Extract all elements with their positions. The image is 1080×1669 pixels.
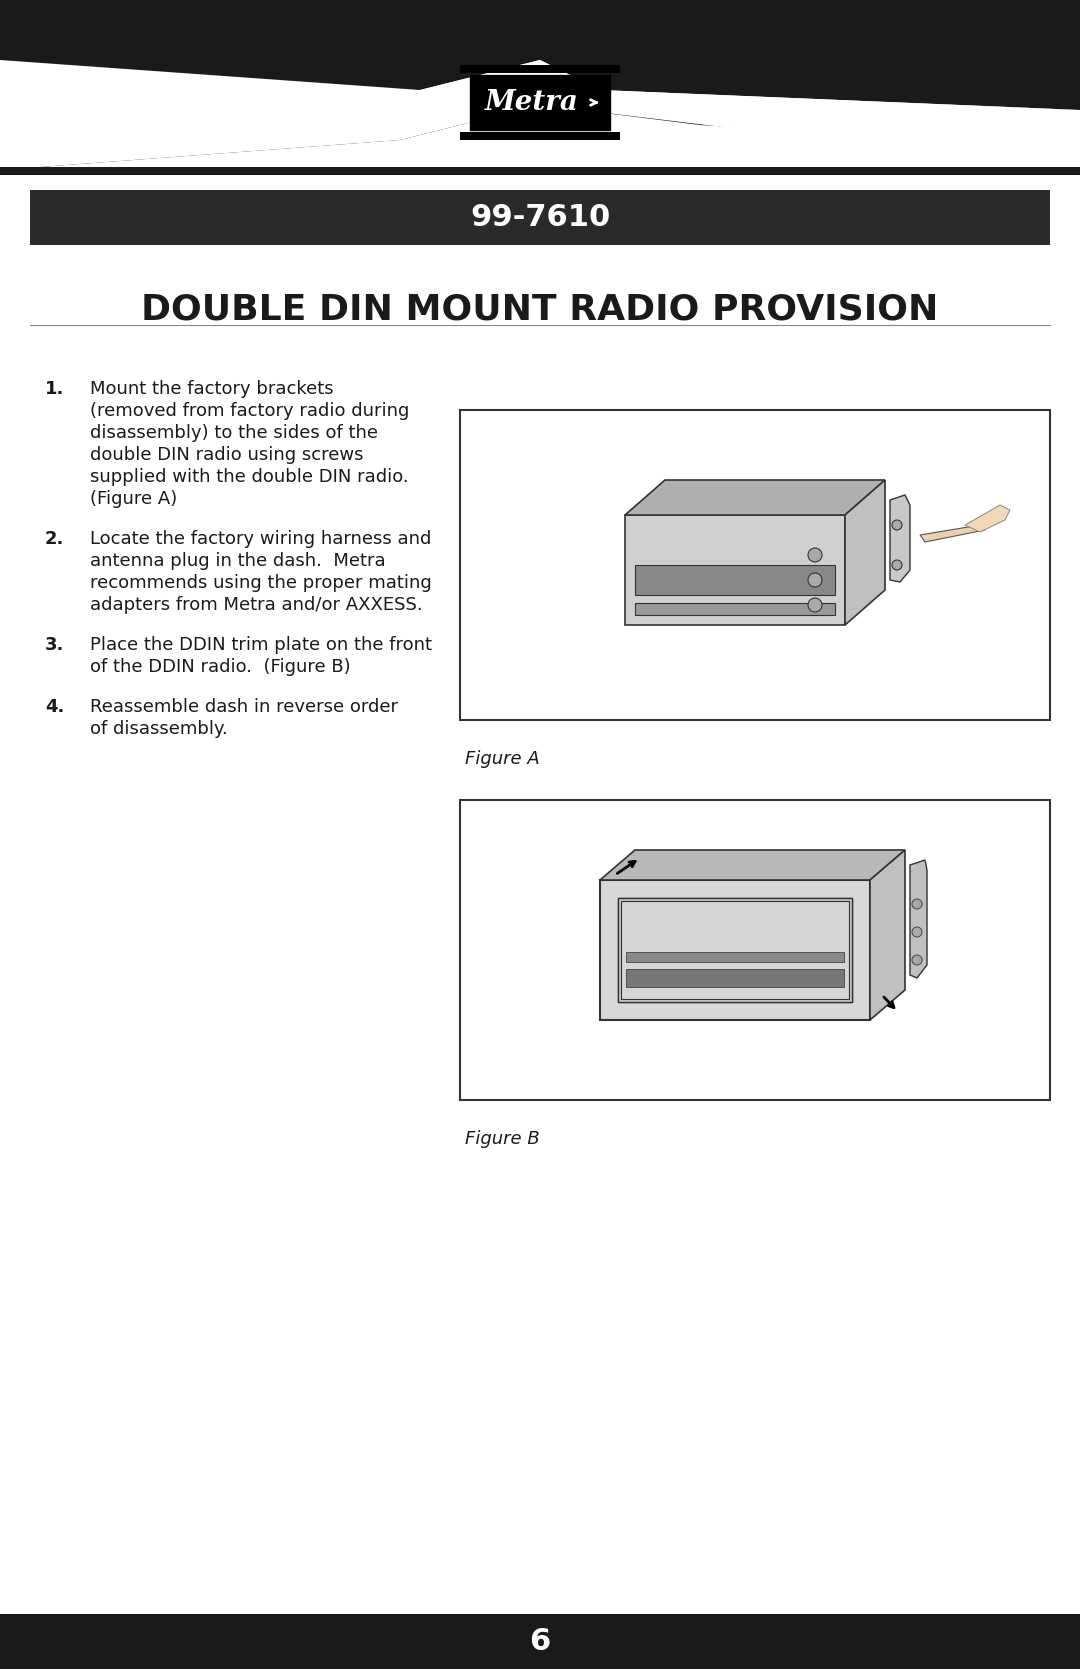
Polygon shape [540, 60, 1080, 110]
Circle shape [892, 561, 902, 571]
Polygon shape [625, 516, 845, 624]
Polygon shape [890, 496, 910, 582]
Polygon shape [870, 850, 905, 1020]
Text: double DIN radio using screws: double DIN radio using screws [90, 446, 364, 464]
Circle shape [892, 521, 902, 531]
Text: Mount the factory brackets: Mount the factory brackets [90, 381, 334, 397]
Polygon shape [618, 898, 852, 1001]
FancyBboxPatch shape [0, 167, 1080, 175]
Text: (removed from factory radio during: (removed from factory radio during [90, 402, 409, 421]
Circle shape [808, 547, 822, 562]
Polygon shape [0, 90, 1080, 170]
Polygon shape [920, 526, 985, 542]
FancyBboxPatch shape [626, 970, 843, 986]
Polygon shape [600, 850, 905, 880]
Text: 99-7610: 99-7610 [470, 204, 610, 232]
Text: DOUBLE DIN MOUNT RADIO PROVISION: DOUBLE DIN MOUNT RADIO PROVISION [141, 294, 939, 327]
Text: adapters from Metra and/or AXXESS.: adapters from Metra and/or AXXESS. [90, 596, 422, 614]
Circle shape [808, 598, 822, 613]
Circle shape [808, 572, 822, 587]
Text: Figure A: Figure A [465, 749, 540, 768]
FancyBboxPatch shape [0, 0, 1080, 60]
Polygon shape [910, 860, 927, 978]
Polygon shape [625, 481, 885, 516]
FancyBboxPatch shape [635, 603, 835, 614]
Polygon shape [966, 506, 1010, 532]
Text: 1.: 1. [45, 381, 65, 397]
FancyBboxPatch shape [460, 132, 620, 140]
Polygon shape [845, 481, 885, 624]
Text: Figure B: Figure B [465, 1130, 540, 1148]
Polygon shape [618, 898, 852, 1001]
FancyBboxPatch shape [460, 65, 620, 73]
Text: recommends using the proper mating: recommends using the proper mating [90, 574, 432, 592]
Text: Metra: Metra [485, 88, 579, 117]
Text: disassembly) to the sides of the: disassembly) to the sides of the [90, 424, 378, 442]
Circle shape [912, 955, 922, 965]
Text: supplied with the double DIN radio.: supplied with the double DIN radio. [90, 467, 408, 486]
Polygon shape [600, 880, 870, 1020]
FancyBboxPatch shape [470, 75, 610, 130]
Text: 2.: 2. [45, 531, 65, 547]
FancyBboxPatch shape [30, 190, 1050, 245]
Circle shape [912, 900, 922, 910]
FancyBboxPatch shape [460, 799, 1050, 1100]
Text: 4.: 4. [45, 698, 65, 716]
FancyBboxPatch shape [0, 1614, 1080, 1669]
Text: 6: 6 [529, 1627, 551, 1656]
Text: Place the DDIN trim plate on the front: Place the DDIN trim plate on the front [90, 636, 432, 654]
Text: antenna plug in the dash.  Metra: antenna plug in the dash. Metra [90, 552, 386, 571]
FancyBboxPatch shape [635, 566, 835, 596]
Circle shape [912, 926, 922, 936]
Text: (Figure A): (Figure A) [90, 491, 177, 507]
Text: Locate the factory wiring harness and: Locate the factory wiring harness and [90, 531, 431, 547]
FancyBboxPatch shape [626, 951, 843, 961]
Text: Reassemble dash in reverse order: Reassemble dash in reverse order [90, 698, 399, 716]
FancyBboxPatch shape [460, 411, 1050, 719]
Polygon shape [0, 60, 1080, 170]
Text: 3.: 3. [45, 636, 65, 654]
Text: of disassembly.: of disassembly. [90, 719, 228, 738]
FancyBboxPatch shape [621, 901, 849, 1000]
Text: of the DDIN radio.  (Figure B): of the DDIN radio. (Figure B) [90, 658, 351, 676]
Polygon shape [0, 60, 540, 150]
